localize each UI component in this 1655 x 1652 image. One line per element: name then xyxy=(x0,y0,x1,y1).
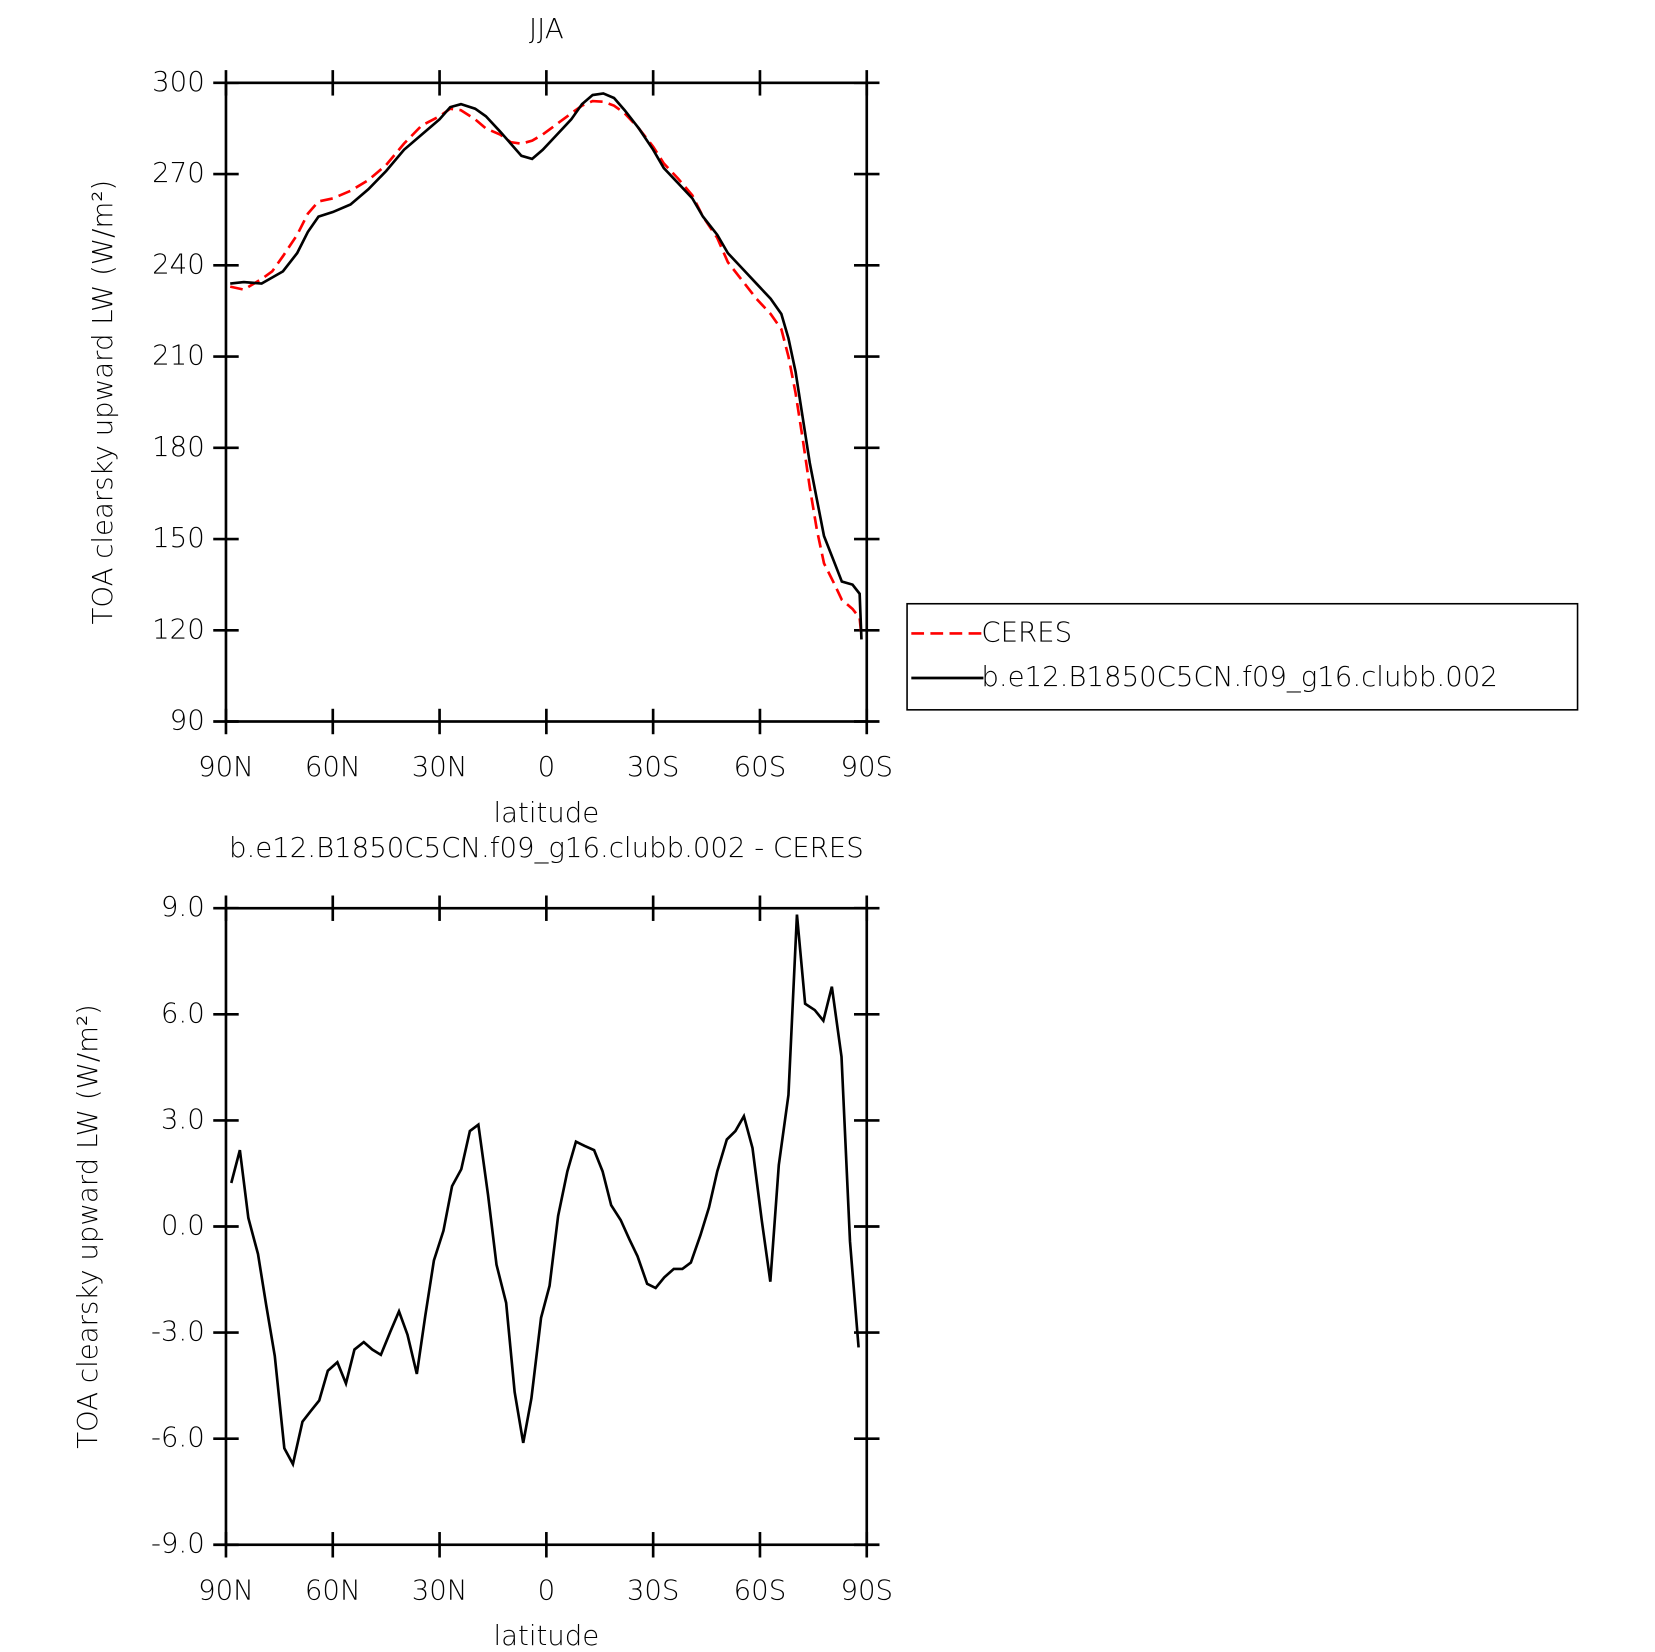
y-tick-label: 300 xyxy=(152,65,205,98)
y-axis-title: TOA clearsky upward LW (W/m²) xyxy=(71,1004,104,1449)
x-tick-label: 0 xyxy=(538,750,556,783)
x-axis-title: latitude xyxy=(493,1619,599,1652)
y-tick-label: 180 xyxy=(152,430,205,463)
x-axis-title: latitude xyxy=(493,796,599,829)
y-tick-label: 270 xyxy=(152,156,205,189)
x-tick-label: 30N xyxy=(412,750,468,783)
y-tick-label: -6.0 xyxy=(151,1421,205,1454)
x-tick-label: 60S xyxy=(734,750,787,783)
y-tick-label: 240 xyxy=(152,247,205,280)
x-tick-label: 90S xyxy=(840,750,893,783)
x-tick-label: 0 xyxy=(538,1573,556,1606)
y-tick-label: -3.0 xyxy=(151,1315,205,1348)
y-tick-label: 120 xyxy=(152,612,205,645)
chart-title: b.e12.B1850C5CN.f09_g16.clubb.002 - CERE… xyxy=(229,831,864,865)
y-tick-label: 150 xyxy=(152,521,205,554)
x-tick-label: 30N xyxy=(412,1573,468,1606)
y-tick-label: 90 xyxy=(170,704,205,737)
x-tick-label: 90N xyxy=(198,750,254,783)
legend-box xyxy=(906,602,1579,711)
plot-frame xyxy=(224,81,869,723)
y-tick-label: 6.0 xyxy=(161,996,205,1029)
data-line xyxy=(229,99,863,637)
y-axis-title: TOA clearsky upward LW (W/m²) xyxy=(86,180,119,625)
legend-label: b.e12.B1850C5CN.f09_g16.clubb.002 xyxy=(981,660,1498,694)
y-tick-label: 9.0 xyxy=(161,890,205,923)
x-tick-label: 60S xyxy=(734,1573,787,1606)
y-tick-label: 0.0 xyxy=(161,1208,205,1241)
y-tick-label: 3.0 xyxy=(161,1102,205,1135)
x-tick-label: 60N xyxy=(305,1573,361,1606)
x-tick-label: 60N xyxy=(305,750,361,783)
x-tick-label: 30S xyxy=(627,750,680,783)
data-line xyxy=(230,92,863,640)
x-tick-label: 90S xyxy=(840,1573,893,1606)
y-tick-label: -9.0 xyxy=(151,1527,205,1560)
chart-title: JJA xyxy=(529,12,564,45)
data-line xyxy=(229,914,860,1468)
x-tick-label: 30S xyxy=(627,1573,680,1606)
y-tick-label: 210 xyxy=(152,339,205,372)
x-tick-label: 90N xyxy=(198,1573,254,1606)
legend-label: CERES xyxy=(981,615,1072,648)
plot-frame xyxy=(224,906,869,1547)
